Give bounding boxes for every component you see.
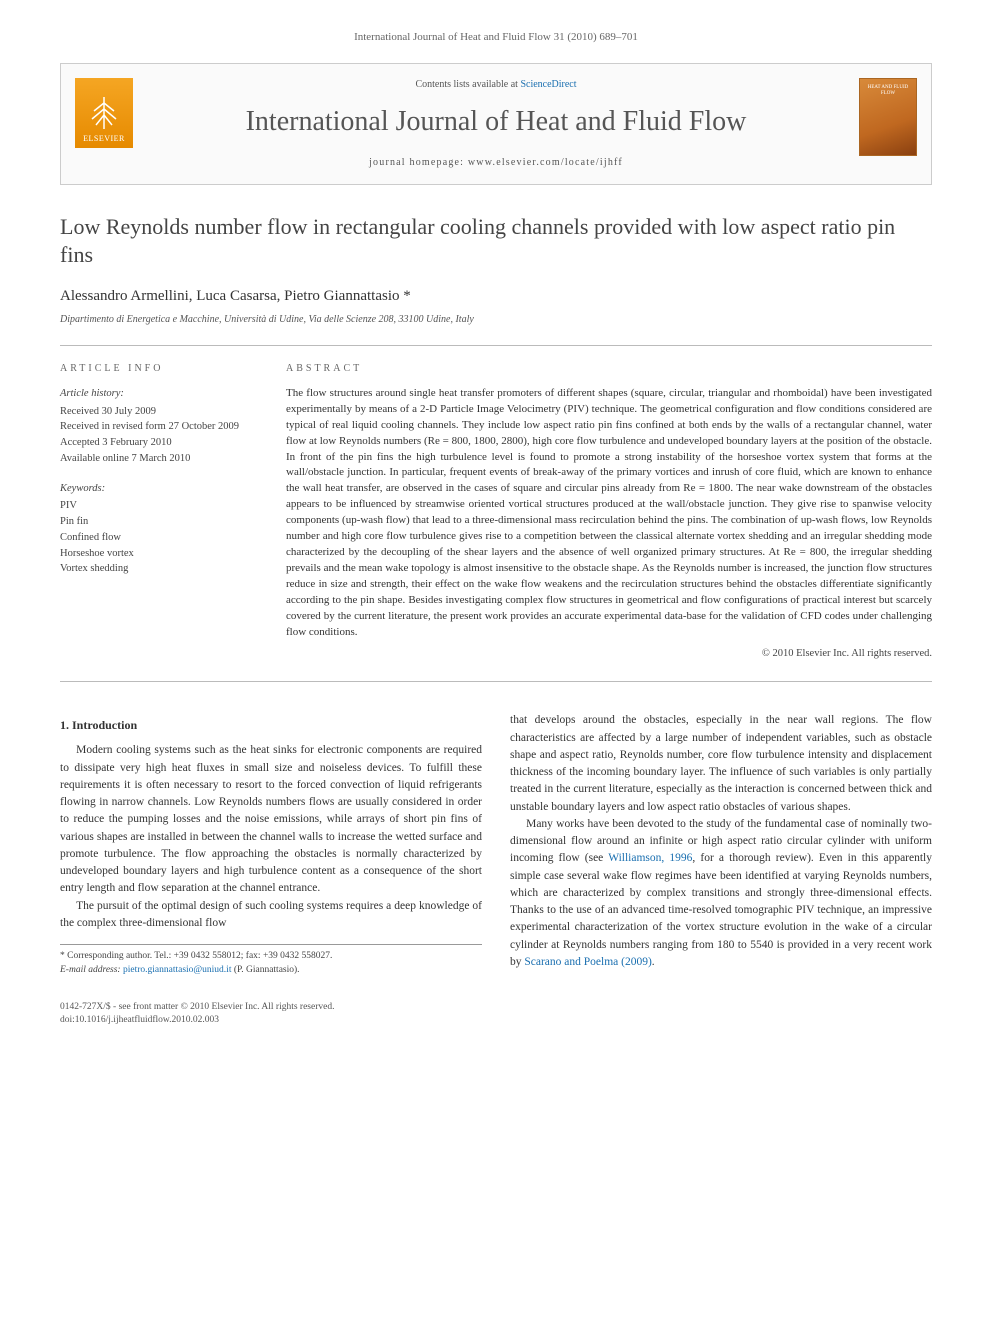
contents-line: Contents lists available at ScienceDirec… bbox=[161, 78, 831, 92]
footer-left: 0142-727X/$ - see front matter © 2010 El… bbox=[60, 1001, 334, 1028]
body-two-column: 1. Introduction Modern cooling systems s… bbox=[60, 712, 932, 976]
corr-author-line: * Corresponding author. Tel.: +39 0432 5… bbox=[60, 950, 482, 963]
abstract-text: The flow structures around single heat t… bbox=[286, 386, 932, 641]
email-line: E-mail address: pietro.giannattasio@uniu… bbox=[60, 964, 482, 977]
history-line: Received 30 July 2009 bbox=[60, 404, 260, 420]
publisher-name: ELSEVIER bbox=[83, 133, 125, 144]
article-info-column: ARTICLE INFO Article history: Received 3… bbox=[60, 362, 260, 662]
history-line: Accepted 3 February 2010 bbox=[60, 435, 260, 451]
article-info-label: ARTICLE INFO bbox=[60, 362, 260, 376]
footer-bar: 0142-727X/$ - see front matter © 2010 El… bbox=[60, 1001, 932, 1028]
para-span: The pursuit of the optimal design of suc… bbox=[60, 900, 482, 929]
doi-line: doi:10.1016/j.ijheatfluidflow.2010.02.00… bbox=[60, 1014, 334, 1027]
sciencedirect-link[interactable]: ScienceDirect bbox=[520, 79, 576, 90]
contents-prefix: Contents lists available at bbox=[415, 79, 520, 90]
body-paragraph: Modern cooling systems such as the heat … bbox=[60, 742, 482, 897]
article-history-block: Article history: Received 30 July 2009 R… bbox=[60, 386, 260, 467]
body-paragraph: that develops around the obstacles, espe… bbox=[510, 712, 932, 816]
authors-line: Alessandro Armellini, Luca Casarsa, Piet… bbox=[60, 286, 932, 307]
keyword: Horseshoe vortex bbox=[60, 546, 260, 562]
para-span: . bbox=[652, 956, 655, 968]
front-matter-line: 0142-727X/$ - see front matter © 2010 El… bbox=[60, 1001, 334, 1014]
publisher-logo: ELSEVIER bbox=[75, 78, 133, 148]
keyword: Vortex shedding bbox=[60, 561, 260, 577]
history-label: Article history: bbox=[60, 386, 260, 402]
citation-link[interactable]: Williamson, 1996 bbox=[608, 852, 692, 864]
article-title: Low Reynolds number flow in rectangular … bbox=[60, 213, 932, 270]
email-link[interactable]: pietro.giannattasio@uniud.it bbox=[123, 965, 231, 975]
body-paragraph: The pursuit of the optimal design of suc… bbox=[60, 898, 482, 933]
info-abstract-section: ARTICLE INFO Article history: Received 3… bbox=[60, 345, 932, 683]
keyword: PIV bbox=[60, 498, 260, 514]
homepage-line: journal homepage: www.elsevier.com/locat… bbox=[161, 156, 831, 170]
journal-cover-thumbnail: HEAT AND FLUID FLOW bbox=[859, 78, 917, 156]
abstract-copyright: © 2010 Elsevier Inc. All rights reserved… bbox=[286, 647, 932, 662]
citation-link[interactable]: Scarano and Poelma (2009) bbox=[524, 956, 651, 968]
section-heading: 1. Introduction bbox=[60, 716, 482, 734]
keyword: Confined flow bbox=[60, 530, 260, 546]
history-line: Received in revised form 27 October 2009 bbox=[60, 419, 260, 435]
para-span: , for a thorough review). Even in this a… bbox=[510, 852, 932, 968]
history-line: Available online 7 March 2010 bbox=[60, 451, 260, 467]
email-suffix: (P. Giannattasio). bbox=[234, 965, 300, 975]
body-paragraph: Many works have been devoted to the stud… bbox=[510, 816, 932, 971]
keywords-block: Keywords: PIV Pin fin Confined flow Hors… bbox=[60, 481, 260, 578]
abstract-column: ABSTRACT The flow structures around sing… bbox=[286, 362, 932, 662]
journal-title: International Journal of Heat and Fluid … bbox=[161, 102, 831, 141]
journal-banner: ELSEVIER HEAT AND FLUID FLOW Contents li… bbox=[60, 63, 932, 184]
homepage-prefix: journal homepage: bbox=[369, 157, 468, 168]
homepage-url: www.elsevier.com/locate/ijhff bbox=[468, 157, 623, 168]
email-label: E-mail address: bbox=[60, 965, 121, 975]
keywords-label: Keywords: bbox=[60, 481, 260, 497]
affiliation: Dipartimento di Energetica e Macchine, U… bbox=[60, 313, 932, 327]
corresponding-footnote: * Corresponding author. Tel.: +39 0432 5… bbox=[60, 944, 482, 977]
keyword: Pin fin bbox=[60, 514, 260, 530]
cover-text: HEAT AND FLUID FLOW bbox=[860, 85, 916, 96]
elsevier-tree-icon bbox=[84, 93, 124, 133]
abstract-label: ABSTRACT bbox=[286, 362, 932, 376]
running-header: International Journal of Heat and Fluid … bbox=[60, 30, 932, 45]
